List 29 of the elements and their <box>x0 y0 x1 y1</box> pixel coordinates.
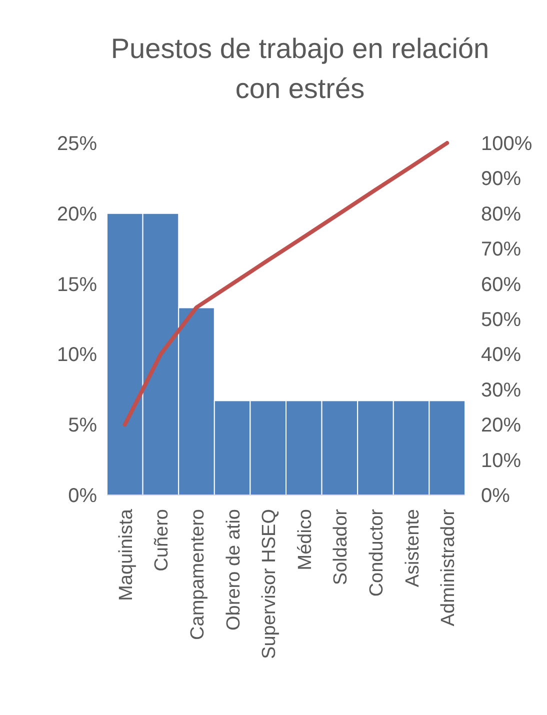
y-tick-label: 15% <box>56 274 98 296</box>
chart-title: Puestos de trabajo en relación con estrés <box>110 33 490 104</box>
x-tick-label: Administrador <box>438 508 460 626</box>
y2-tick-label: 100% <box>481 133 532 155</box>
y2-tick-label: 90% <box>481 168 522 190</box>
x-tick-label: Supervisor HSEQ <box>259 509 280 659</box>
y2-tick-label: 40% <box>481 344 522 366</box>
y-tick-label: 0% <box>68 485 98 507</box>
y-tick-label: 5% <box>68 414 98 437</box>
y2-tick-label: 10% <box>481 450 522 472</box>
y2-tick-label: 20% <box>481 414 522 437</box>
x-tick-label: Cuñero <box>152 509 173 572</box>
x-tick-label: Soldador <box>330 508 352 586</box>
x-tick-label: Maquinista <box>116 508 137 601</box>
y-tick-label: 10% <box>56 344 98 366</box>
x-tick-label: Médico <box>294 509 316 570</box>
x-tick-label: Obrero de atio <box>223 509 244 630</box>
x-tick-label: Campamentero <box>188 509 208 640</box>
y2-tick-label: 80% <box>481 203 522 226</box>
line-series <box>122 141 450 427</box>
x-tick-label: Asistente <box>402 509 424 588</box>
y2-tick-label: 70% <box>481 238 522 261</box>
y2-tick-label: 30% <box>481 379 522 402</box>
y2-tick-label: 60% <box>481 274 522 296</box>
y2-tick-label: 50% <box>481 309 522 331</box>
y-tick-label: 20% <box>56 203 98 226</box>
x-tick-label: Conductor <box>366 508 388 597</box>
y-tick-label: 25% <box>56 133 98 155</box>
y2-tick-label: 0% <box>481 485 510 507</box>
